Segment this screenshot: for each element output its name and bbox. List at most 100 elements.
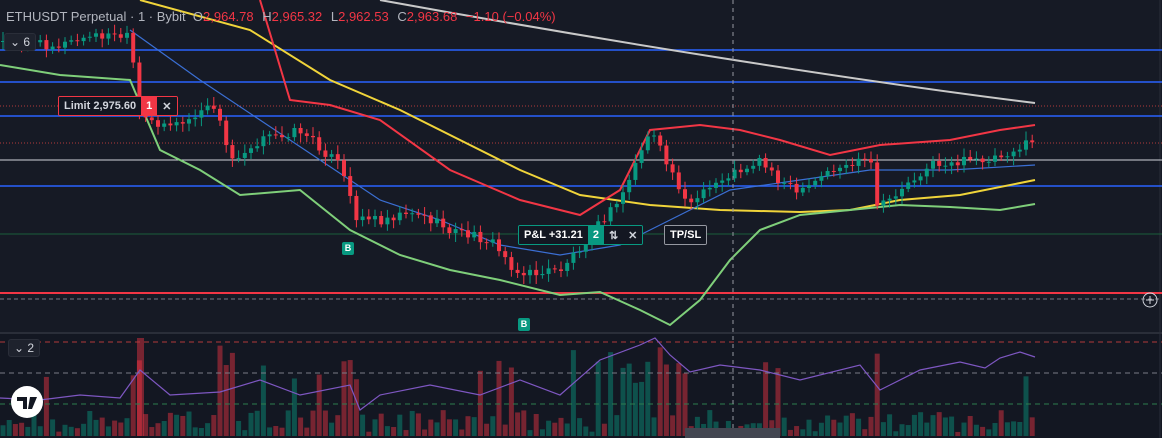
volume-bar bbox=[68, 426, 74, 436]
volume-bar bbox=[1011, 421, 1017, 436]
volume-bar bbox=[167, 412, 173, 436]
volume-bar bbox=[25, 426, 31, 436]
indicator-count: 6 bbox=[23, 35, 31, 49]
volume-bar bbox=[484, 423, 490, 436]
candle-body bbox=[156, 120, 160, 127]
indicators-toggle[interactable]: ⌄ 6 bbox=[4, 33, 37, 51]
candle-body bbox=[534, 269, 539, 276]
volume-bar bbox=[372, 419, 378, 436]
candle-body bbox=[980, 158, 985, 163]
candle-body bbox=[906, 182, 911, 189]
candle-body bbox=[683, 189, 687, 199]
volume-bar bbox=[862, 429, 868, 436]
legend: ETHUSDT Perpetual · 1 · Bybit O2,964.78 … bbox=[6, 9, 561, 24]
candle-body bbox=[875, 162, 880, 206]
candle-body bbox=[447, 227, 452, 234]
volume-bar bbox=[81, 423, 87, 436]
candle-body bbox=[478, 231, 483, 243]
candle-body bbox=[180, 122, 185, 124]
oscillator-line bbox=[0, 337, 1036, 411]
candle-body bbox=[348, 176, 353, 196]
candle-body bbox=[602, 221, 607, 223]
candle-body bbox=[63, 41, 67, 48]
candle-body bbox=[453, 229, 458, 234]
candle-body bbox=[571, 252, 576, 263]
candle-body bbox=[304, 133, 309, 136]
volume-bar bbox=[137, 338, 144, 436]
candle-body bbox=[788, 182, 793, 184]
candle-body bbox=[559, 269, 563, 272]
volume-bar bbox=[99, 417, 105, 436]
position-tag[interactable]: P&L +31.21 2 ⇅ ✕ bbox=[518, 225, 644, 245]
indicators-toggle[interactable]: ⌄ 2 bbox=[8, 339, 41, 357]
volume-bar bbox=[589, 431, 595, 436]
volume-bar bbox=[961, 422, 967, 436]
candle-body bbox=[472, 231, 477, 238]
position-close[interactable]: ✕ bbox=[623, 226, 643, 244]
volume-bar bbox=[174, 414, 180, 436]
scrollbar[interactable] bbox=[685, 428, 780, 438]
volume-bar bbox=[632, 382, 638, 436]
candle-body bbox=[862, 158, 867, 160]
volume-bar bbox=[236, 420, 242, 436]
candle-body bbox=[255, 146, 260, 149]
volume-bar bbox=[397, 414, 403, 436]
volume-bar bbox=[248, 412, 254, 436]
candle-body bbox=[974, 158, 979, 160]
volume-bar bbox=[415, 413, 421, 436]
ma-mid bbox=[139, 0, 1036, 214]
volume-bar bbox=[37, 426, 43, 436]
candle-body bbox=[317, 137, 322, 151]
candle-body bbox=[676, 172, 681, 190]
candle-body bbox=[205, 105, 210, 111]
candle-body bbox=[776, 170, 780, 183]
reverse[interactable]: ⇅ bbox=[603, 226, 624, 244]
indicator-count: 2 bbox=[27, 341, 35, 355]
ma-long bbox=[379, 0, 1036, 104]
candle-body bbox=[825, 170, 830, 177]
candle-body bbox=[329, 154, 334, 157]
candle-body bbox=[800, 187, 805, 193]
candle-body bbox=[701, 189, 706, 199]
volume-bar bbox=[583, 426, 589, 436]
candle-body bbox=[831, 170, 836, 172]
volume-bar bbox=[880, 422, 886, 436]
candle-body bbox=[794, 183, 799, 193]
volume-bar bbox=[459, 429, 465, 436]
candle-body bbox=[714, 182, 718, 188]
volume-bar bbox=[0, 425, 6, 436]
candle-body bbox=[236, 157, 241, 159]
candle-body bbox=[428, 215, 433, 224]
candle-body bbox=[187, 119, 191, 124]
volume-bar bbox=[1029, 417, 1035, 436]
candle-body bbox=[193, 117, 198, 120]
volume-bar bbox=[391, 426, 397, 436]
pnl: P&L +31.21 bbox=[519, 226, 588, 244]
volume-bar bbox=[118, 422, 124, 436]
candle-body bbox=[168, 123, 173, 126]
bb-upper bbox=[259, 0, 1036, 217]
order-close[interactable]: ✕ bbox=[157, 97, 177, 115]
add-button[interactable] bbox=[1142, 292, 1158, 308]
buy-marker: B bbox=[342, 242, 354, 255]
low: 2,962.53 bbox=[338, 9, 389, 24]
volume-bar bbox=[440, 410, 446, 436]
order-tag[interactable]: Limit 2,975.60 1 ✕ bbox=[58, 96, 178, 116]
candle-body bbox=[937, 160, 942, 166]
candle-body bbox=[112, 33, 117, 35]
volume-bar bbox=[62, 424, 68, 436]
candle-body bbox=[125, 32, 129, 38]
volume-bar bbox=[409, 410, 415, 436]
candle-body bbox=[577, 251, 582, 253]
candle-body bbox=[273, 134, 278, 136]
candle-body bbox=[366, 216, 371, 220]
candle-body bbox=[943, 165, 948, 167]
open: 2,964.78 bbox=[203, 9, 254, 24]
candle-body bbox=[645, 136, 650, 151]
candle-body bbox=[81, 37, 86, 42]
tpsl-button[interactable]: TP/SL bbox=[664, 225, 708, 245]
volume-bar bbox=[949, 416, 955, 436]
candle-body bbox=[87, 36, 92, 38]
volume-bar bbox=[546, 420, 552, 436]
